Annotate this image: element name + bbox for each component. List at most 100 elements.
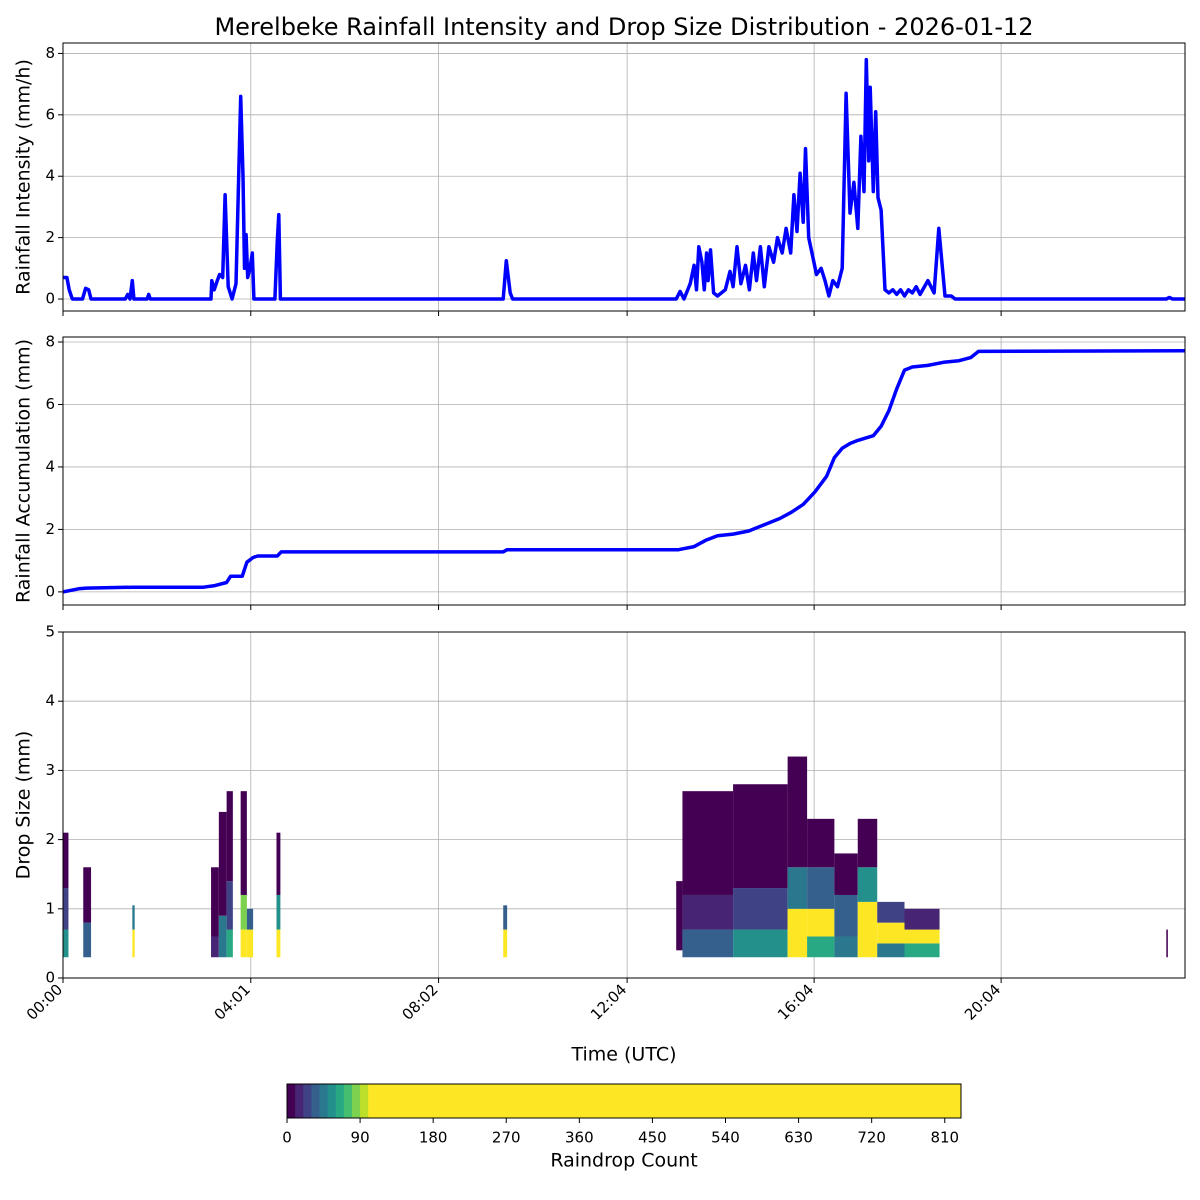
colorbar-tick-label: 450 [638,1129,667,1147]
colorbar-band [327,1084,337,1118]
data-line [63,57,1185,301]
heat-cell [877,922,905,944]
colorbar-tick-label: 720 [857,1129,886,1147]
colorbar-tick-label: 810 [930,1129,959,1147]
heat-cell [787,756,808,868]
colorbar-band [287,1084,296,1118]
heat-cell [276,832,281,895]
colorbar-band [303,1084,312,1118]
heat-cell [787,867,808,909]
heat-cell [857,818,878,868]
heat-cell [787,936,808,958]
heat-cell [63,888,69,930]
heat-cell [807,818,835,868]
heat-cell [807,908,835,937]
heat-cell [276,894,281,930]
y-tick-label: 0 [45,582,55,600]
heat-cell [834,853,858,895]
x-tick-label: 04:01 [211,980,254,1023]
heat-cell [857,936,878,958]
heat-cell [733,929,788,958]
heat-cell [218,811,227,916]
x-tick-label: 20:04 [961,980,1004,1023]
x-tick-label: 12:04 [587,980,630,1023]
y-tick-label: 6 [45,105,55,123]
chart-title: Merelbeke Rainfall Intensity and Drop Si… [214,13,1033,41]
plot-area [63,756,1168,958]
heat-cell [246,929,254,958]
y-tick-label: 5 [45,623,55,641]
heat-cell [834,894,858,937]
y-tick-label: 0 [45,969,55,987]
colorbar-band [360,1084,369,1118]
y-tick-label: 8 [45,332,55,350]
heat-cell [904,929,940,944]
colorbar-label: Raindrop Count [550,1150,697,1172]
axes-frame [62,631,1186,979]
colorbar-tick-label: 360 [565,1129,594,1147]
x-tick-label: 16:04 [774,980,817,1023]
colorbar-tick-label: 270 [492,1129,521,1147]
heat-cell [246,908,254,930]
heat-cell [211,936,219,958]
plot-area [63,348,1185,594]
y-axis-label: Rainfall Intensity (mm/h) [13,59,35,295]
colorbar-band [311,1084,320,1118]
colorbar-band [319,1084,329,1118]
colorbar-tick-label: 0 [282,1129,292,1147]
data-line [63,348,1185,594]
heat-cell [807,936,835,958]
heat-cell [63,832,69,889]
heat-cell [834,936,858,958]
colorbar-tick-label: 540 [711,1129,740,1147]
y-tick-label: 4 [45,457,55,475]
heat-cell [226,881,233,930]
colorbar-band [343,1084,353,1118]
heat-cell [132,905,135,930]
heat-cell [857,867,878,902]
heat-cell [503,929,508,958]
heat-cell [787,908,808,937]
colorbar-tick-label: 630 [784,1129,813,1147]
heat-cell [733,784,788,889]
heat-cell [503,905,508,930]
y-tick-label: 2 [45,520,55,538]
x-axis-label: Time (UTC) [570,1044,676,1066]
heat-cell [211,867,219,937]
colorbar-band [335,1084,345,1118]
heat-cell [83,867,92,923]
heat-cell [904,908,940,930]
plot-area [63,57,1185,301]
heat-cell [733,888,788,930]
heat-cell [807,867,835,909]
colorbar-band [368,1084,961,1118]
heat-cell [240,791,247,895]
heat-cell [276,929,281,958]
heat-cell [1166,929,1168,958]
heat-cell [904,943,940,958]
heat-cell [132,929,135,958]
colorbar-tick-label: 90 [351,1129,370,1147]
y-axis-label: Rainfall Accumulation (mm) [13,339,35,603]
x-tick-label: 00:00 [23,980,66,1023]
heat-cell [240,894,247,930]
y-tick-label: 1 [45,899,55,917]
heat-cell [83,922,92,958]
y-tick-label: 0 [45,290,55,308]
colorbar-frame [286,1083,962,1119]
x-tick-label: 08:02 [398,980,441,1023]
y-axis-label: Drop Size (mm) [13,731,35,880]
y-tick-label: 3 [45,761,55,779]
colorbar-tick-label: 180 [419,1129,448,1147]
y-tick-label: 2 [45,830,55,848]
heat-cell [226,929,233,958]
y-tick-label: 4 [45,167,55,185]
heat-cell [226,791,233,882]
colorbar-band [351,1084,361,1118]
heat-cell [857,901,878,937]
heat-cell [877,943,905,958]
y-tick-label: 2 [45,228,55,246]
y-tick-label: 6 [45,395,55,413]
axes-frame [62,336,1186,606]
